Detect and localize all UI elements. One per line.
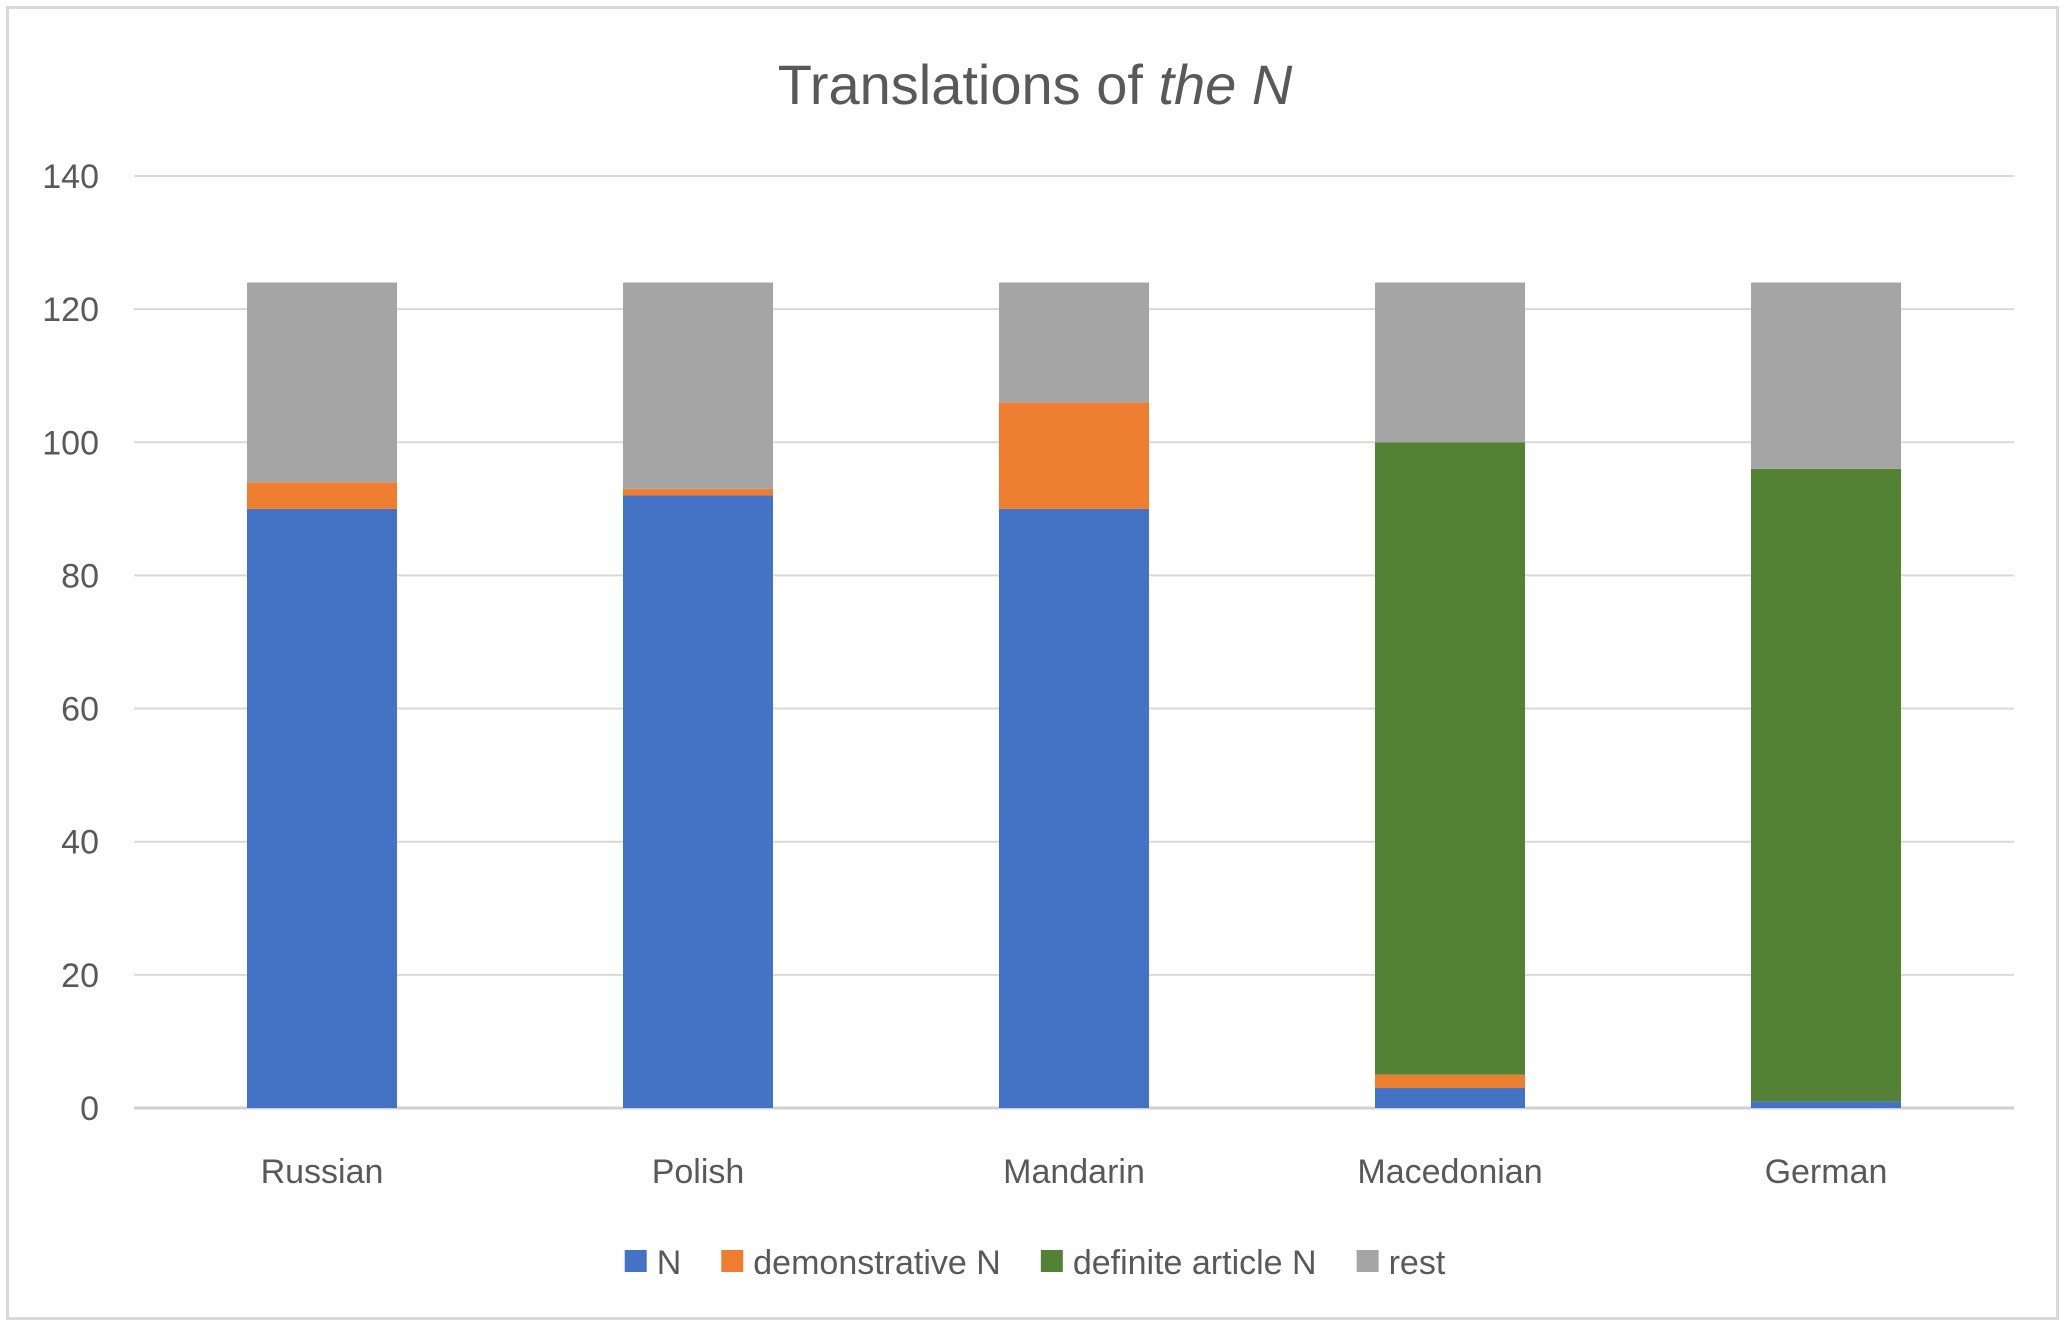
y-tick-label: 140 [42,158,99,196]
y-tick-label: 40 [61,824,99,862]
legend-item: rest [1356,1244,1446,1282]
legend-label: definite article N [1073,1244,1317,1282]
bar-segment [1375,1088,1525,1108]
legend-item: definite article N [1040,1244,1317,1282]
bar-stack-macedonian [1375,282,1525,1108]
y-tick-label: 60 [61,691,99,729]
x-tick-label: Russian [261,1153,384,1191]
bar-segment [623,282,773,489]
legend-label: demonstrative N [753,1244,1001,1282]
bar-segment [999,282,1149,403]
legend-label: rest [1389,1244,1446,1282]
bar-segment [1375,282,1525,443]
bar-segment [1375,442,1525,1075]
x-axis-tick-labels: Russian Polish Mandarin Macedonian German [261,1153,1888,1191]
chart-title: Translations of the N [778,53,1293,116]
bar-segment [247,482,397,509]
bar-segment [623,495,773,1108]
legend-swatch [1040,1250,1063,1272]
bar-stack-mandarin [999,282,1149,1108]
y-tick-label: 120 [42,291,99,329]
legend-swatch [1356,1250,1379,1272]
bars [247,282,1901,1108]
y-tick-label: 0 [80,1090,99,1128]
chart-svg: Translations of the N 0 20 40 60 80 100 120 140… [42,53,2014,1282]
bar-segment [999,508,1149,1108]
x-tick-label: Polish [652,1153,745,1191]
chart-frame: Translations of the N 0 20 40 60 80 100 120 140… [6,6,2059,1320]
legend-swatch [721,1250,744,1272]
legend-item: N [624,1244,682,1282]
legend-label: N [657,1244,682,1282]
bar-segment [247,282,397,483]
legend-swatch [624,1250,647,1272]
bar-segment [623,488,773,496]
chart-title-plain: Translations of [778,53,1159,116]
chart-title-italic: the N [1158,53,1292,116]
bar-segment [1751,1101,1901,1108]
bar-stack-russian [247,282,397,1108]
y-tick-label: 100 [42,424,99,462]
bar-segment [1375,1074,1525,1089]
y-axis-tick-labels: 0 20 40 60 80 100 120 140 [42,158,99,1128]
bar-stack-german [1751,282,1901,1108]
bar-segment [1751,282,1901,469]
bar-segment [1751,468,1901,1102]
y-tick-label: 20 [61,957,99,995]
x-tick-label: Mandarin [1003,1153,1145,1191]
bar-segment [999,402,1149,509]
legend-item: demonstrative N [721,1244,1001,1282]
x-tick-label: German [1765,1153,1888,1191]
x-tick-label: Macedonian [1357,1153,1542,1191]
bar-stack-polish [623,282,773,1108]
y-tick-label: 80 [61,557,99,595]
bar-segment [247,508,397,1108]
